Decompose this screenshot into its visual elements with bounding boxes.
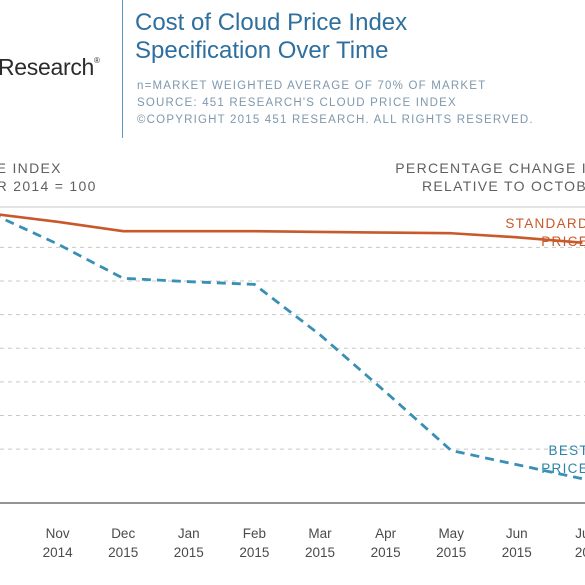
- right-axis-label: PERCENTAGE CHANGE I RELATIVE TO OCTOB: [395, 159, 585, 195]
- x-tick-year-9: 20: [575, 545, 585, 560]
- x-tick-month-3: Jan: [178, 526, 200, 541]
- registered-mark: ®: [94, 56, 100, 65]
- best-price-label-line-1: BEST: [548, 443, 585, 458]
- right-axis-label-line-2: RELATIVE TO OCTOB: [422, 178, 585, 194]
- left-axis-label: VE INDEX ER 2014 = 100: [0, 159, 97, 195]
- best-price-line: [0, 215, 583, 481]
- right-axis-label-line-1: PERCENTAGE CHANGE I: [395, 160, 585, 176]
- x-tick-year-5: 2015: [305, 545, 335, 560]
- x-tick-month-7: May: [438, 526, 464, 541]
- standard-price-label-line-2: PRICE: [541, 234, 585, 249]
- x-tick-month-4: Feb: [243, 526, 266, 541]
- x-tick-month-9: Ju: [575, 526, 585, 541]
- chart-title: Cost of Cloud Price Index Specification …: [135, 9, 575, 65]
- left-axis-label-line-1: VE INDEX: [0, 160, 62, 176]
- best-price-label: BEST PRICE: [541, 442, 585, 478]
- chart-meta: n=MARKET WEIGHTED AVERAGE OF 70% OF MARK…: [137, 78, 534, 129]
- x-tick-month-5: Mar: [308, 526, 332, 541]
- x-tick-year-3: 2015: [174, 545, 204, 560]
- best-price-label-line-2: PRICE: [541, 461, 585, 476]
- x-tick-month-1: Nov: [46, 526, 70, 541]
- left-axis-label-line-2: ER 2014 = 100: [0, 178, 97, 194]
- x-tick-year-7: 2015: [436, 545, 466, 560]
- standard-price-line: [0, 213, 583, 244]
- x-tick-year-8: 2015: [502, 545, 532, 560]
- company-logo: Research®: [0, 54, 100, 81]
- title-line-2: Specification Over Time: [135, 37, 389, 64]
- logo-text: Research: [0, 54, 95, 80]
- sample-note: n=MARKET WEIGHTED AVERAGE OF 70% OF MARK…: [137, 80, 487, 92]
- standard-price-label: STANDARD PRICE: [505, 215, 585, 251]
- x-tick-year-6: 2015: [371, 545, 401, 560]
- title-line-1: Cost of Cloud Price Index: [135, 9, 408, 36]
- source-note: SOURCE: 451 RESEARCH'S CLOUD PRICE INDEX: [137, 97, 457, 109]
- standard-price-label-line-1: STANDARD: [505, 216, 585, 231]
- x-tick-year-4: 2015: [239, 545, 269, 560]
- x-tick-month-8: Jun: [506, 526, 528, 541]
- x-tick-year-2: 2015: [108, 545, 138, 560]
- header-divider: [122, 0, 123, 138]
- copyright-note: ©COPYRIGHT 2015 451 RESEARCH. ALL RIGHTS…: [137, 114, 534, 126]
- x-tick-month-6: Apr: [375, 526, 397, 541]
- x-tick-month-2: Dec: [111, 526, 135, 541]
- x-tick-year-1: 2014: [43, 545, 74, 560]
